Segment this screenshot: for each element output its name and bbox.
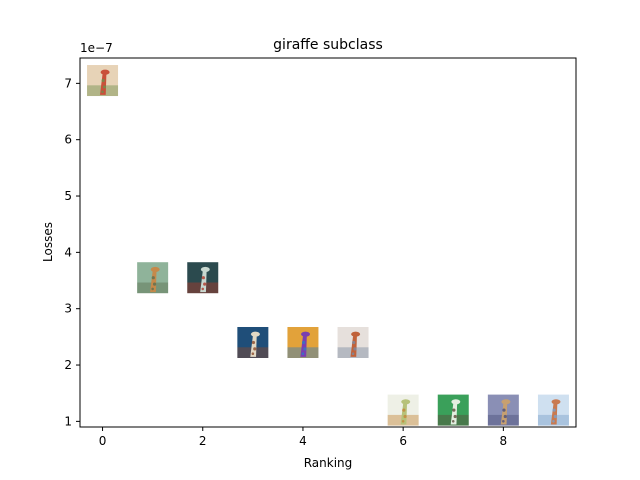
data-point-thumbnail <box>236 325 270 359</box>
y-tick-label: 3 <box>64 302 72 316</box>
x-tick-label: 2 <box>199 434 207 448</box>
chart-title: giraffe subclass <box>273 37 383 53</box>
y-axis-label: Losses <box>41 222 55 262</box>
x-tick-label: 0 <box>99 434 107 448</box>
x-axis-ticks: 0 2 4 6 8 <box>99 427 507 448</box>
data-point-thumbnail <box>86 64 120 98</box>
x-tick-label: 6 <box>399 434 407 448</box>
y-tick-label: 6 <box>64 133 72 147</box>
x-tick-label: 8 <box>500 434 508 448</box>
plot-frame <box>79 57 577 428</box>
y-axis-ticks: 1 2 3 4 5 6 7 <box>64 76 80 428</box>
data-point-thumbnail <box>386 393 420 427</box>
y-tick-label: 1 <box>64 414 72 428</box>
y-tick-label: 2 <box>64 358 72 372</box>
x-tick-label: 4 <box>299 434 307 448</box>
data-point-thumbnail <box>436 393 470 427</box>
data-point-thumbnail <box>286 325 320 359</box>
y-tick-label: 5 <box>64 189 72 203</box>
x-axis-label: Ranking <box>304 456 353 470</box>
y-offset-label: 1e−7 <box>80 41 113 55</box>
y-tick-label: 4 <box>64 245 72 259</box>
data-point-thumbnail <box>186 261 220 295</box>
data-point-thumbnail <box>336 325 370 359</box>
data-point-thumbnail <box>486 393 520 427</box>
data-point-thumbnail <box>136 261 170 295</box>
thumbnail-layer <box>86 64 570 427</box>
data-point-thumbnail <box>536 393 570 427</box>
y-tick-label: 7 <box>64 76 72 90</box>
